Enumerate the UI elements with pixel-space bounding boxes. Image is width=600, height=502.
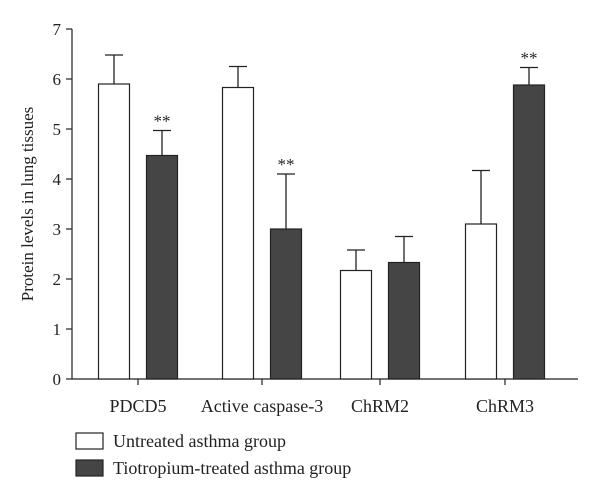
- y-tick-label: 0: [53, 370, 62, 389]
- y-tick-label: 1: [53, 320, 62, 339]
- x-tick-label: ChRM2: [351, 396, 409, 416]
- x-tick-label: Active caspase-3: [201, 396, 323, 416]
- legend-swatch: [75, 432, 104, 450]
- x-tick-label: ChRM3: [476, 396, 534, 416]
- bar-untreated: [221, 86, 255, 380]
- legend-label: Tiotropium-treated asthma group: [113, 458, 351, 478]
- x-tick-label: PDCD5: [109, 396, 166, 416]
- y-tick-label: 6: [53, 70, 62, 89]
- bar-tiotropium: [269, 228, 303, 380]
- y-axis-label: Protein levels in lung tissues: [18, 107, 37, 302]
- bar-untreated: [464, 223, 498, 380]
- y-tick-label: 3: [53, 220, 62, 239]
- bar-tiotropium: [387, 261, 421, 380]
- y-tick-label: 5: [53, 120, 62, 139]
- legend-swatch: [75, 459, 104, 477]
- bar-untreated: [97, 83, 131, 380]
- bar-tiotropium: [512, 84, 546, 380]
- significance-label: **: [521, 49, 538, 68]
- legend-label: Untreated asthma group: [113, 431, 286, 451]
- bars: ** ** **: [97, 49, 546, 380]
- bar-untreated: [339, 269, 373, 380]
- bar-tiotropium: [145, 154, 179, 380]
- axes: 0 1 2 3 4 5 6 7 Protein levels in lung tissues PD…: [18, 20, 578, 416]
- y-tick-label: 2: [53, 270, 62, 289]
- significance-label: **: [154, 112, 171, 131]
- significance-label: **: [278, 155, 295, 174]
- legend: Untreated asthma group Tiotropium-treated…: [75, 431, 351, 478]
- y-tick-label: 7: [53, 20, 62, 39]
- y-tick-label: 4: [53, 170, 62, 189]
